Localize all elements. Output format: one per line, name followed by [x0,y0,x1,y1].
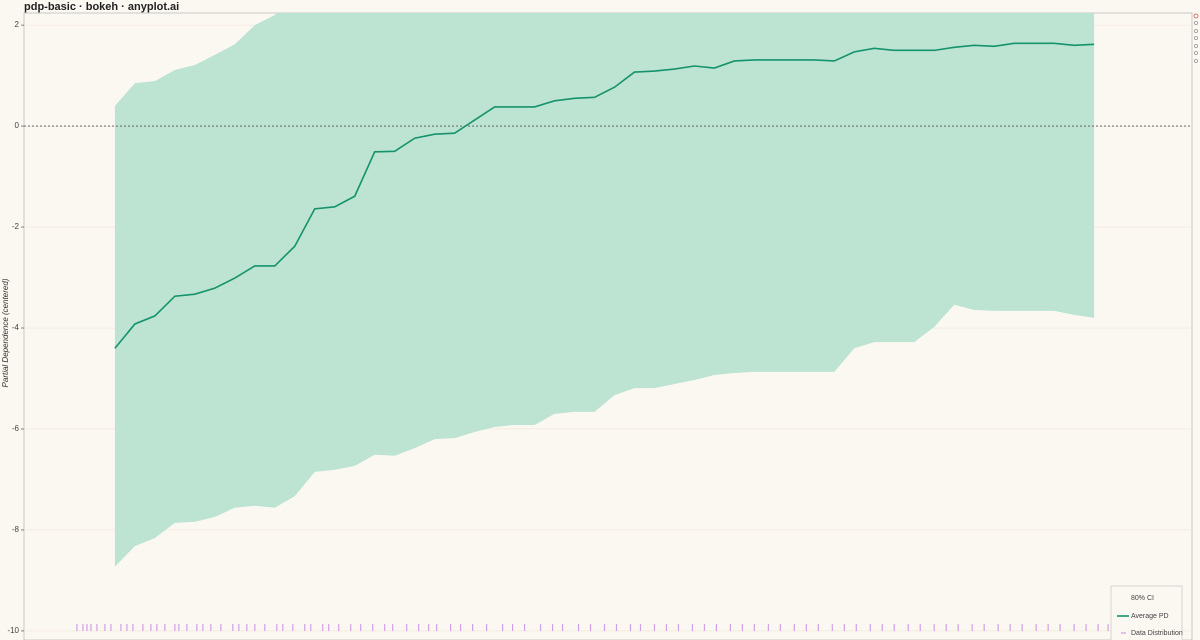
y-tick-label: -8 [12,525,20,534]
y-tick-label: -6 [12,424,20,433]
tool-icon[interactable] [1194,51,1199,56]
tool-icon[interactable] [1193,13,1199,19]
tool-icon[interactable] [1194,20,1199,25]
y-tick-label: -2 [12,222,20,231]
y-tick-label: 2 [15,20,20,29]
average-pd-line [114,42,1095,349]
legend-label: Data Distribution [1131,630,1183,637]
legend-box [1110,585,1183,640]
tool-icon[interactable] [1194,59,1199,64]
chart-title: pdp-basic · bokeh · anyplot.ai [24,1,179,13]
tool-icon[interactable] [1194,44,1199,49]
y-tick-label: -4 [12,323,20,332]
toolbar [1193,13,1199,64]
legend-label: Average PD [1131,613,1169,620]
y-tick-label: -10 [7,626,19,635]
legend: 80% CI Average PD Data Distribution [1110,585,1183,640]
tool-icon[interactable] [1194,36,1199,41]
ci-band [114,13,1095,567]
y-axis-label: Partial Dependence (centered) [1,278,10,387]
plot-layer [24,13,1192,632]
tool-icon[interactable] [1194,28,1199,33]
y-tick-label: 0 [15,121,20,130]
legend-label: 80% CI [1131,595,1154,602]
